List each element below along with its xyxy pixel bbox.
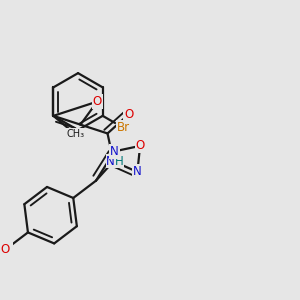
Text: O: O — [93, 95, 102, 108]
Text: H: H — [115, 155, 124, 168]
Text: N: N — [133, 165, 142, 178]
Text: Br: Br — [117, 122, 130, 134]
Text: N: N — [110, 145, 119, 158]
Text: O: O — [1, 243, 10, 256]
Text: O: O — [124, 108, 133, 121]
Text: CH₃: CH₃ — [66, 129, 84, 139]
Text: O: O — [136, 140, 145, 152]
Text: N: N — [106, 155, 115, 168]
